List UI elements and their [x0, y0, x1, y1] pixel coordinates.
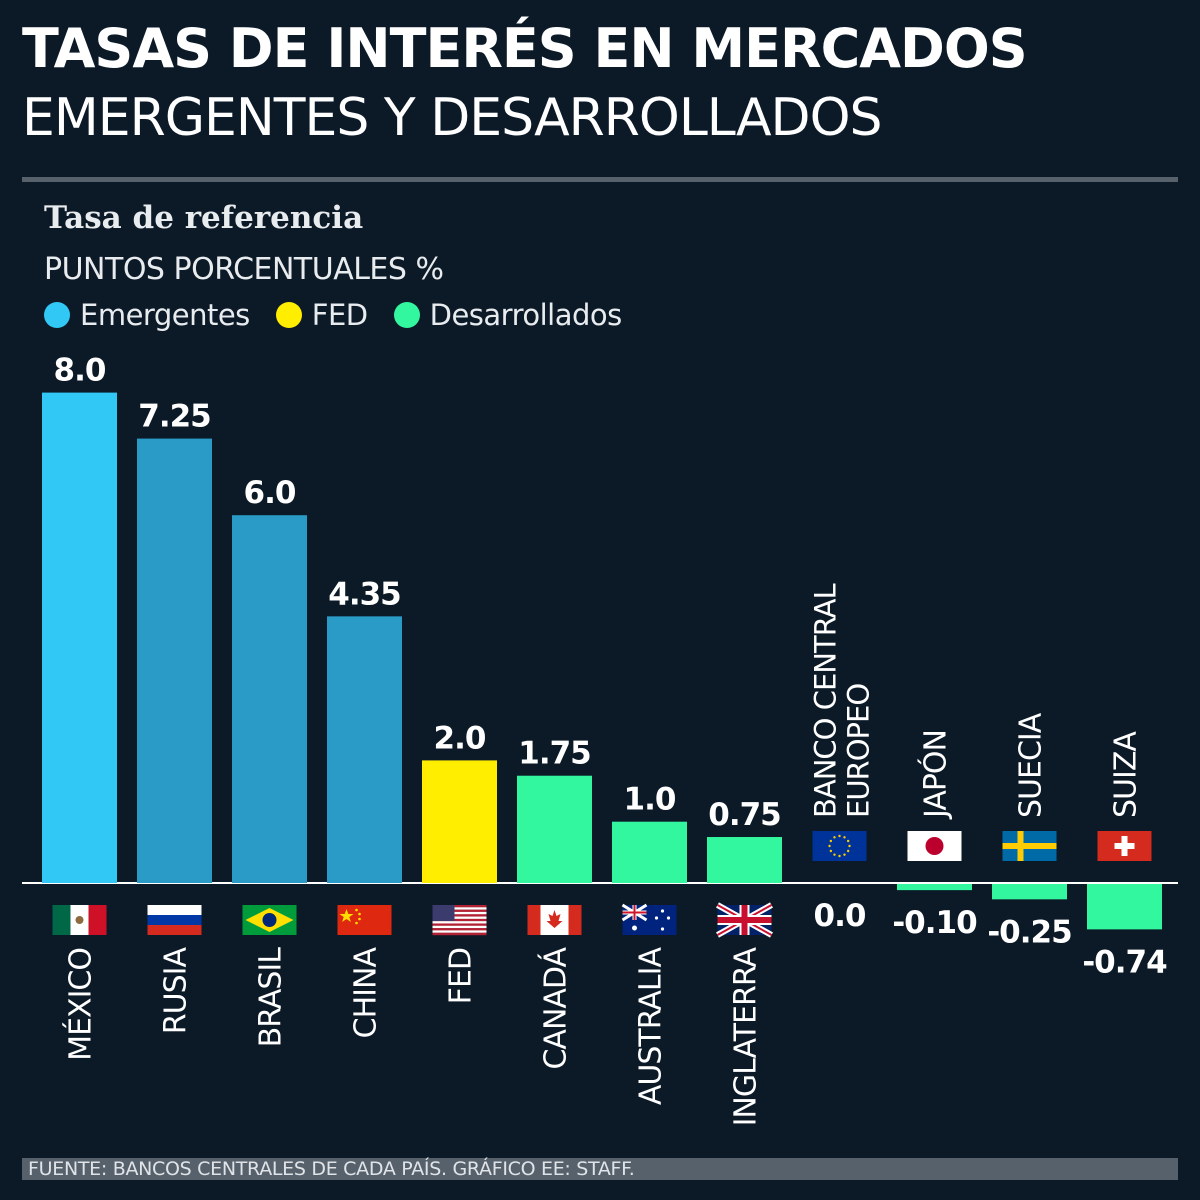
- legend-label-emergentes: Emergentes: [80, 298, 250, 332]
- category-label-china: CHINA: [349, 947, 384, 1039]
- category-label-suecia: SUECIA: [1014, 712, 1049, 818]
- bar-rusia: [137, 438, 212, 883]
- bar-australia: [612, 821, 687, 883]
- legend-dot-desarrollados: [393, 302, 420, 328]
- value-label-mexico: 8.0: [54, 353, 106, 389]
- bar-suecia: [992, 884, 1067, 900]
- value-label-brasil: 6.0: [244, 475, 296, 511]
- category-label-mexico: MÉXICO: [63, 948, 99, 1061]
- legend-item-desarrollados: Desarrollados: [393, 298, 623, 332]
- title-line-1: TASAS DE INTERÉS EN MERCADOS: [22, 17, 1028, 80]
- value-label-inglaterra: 0.75: [708, 797, 781, 833]
- footer-bar: FUENTE: BANCOS CENTRALES DE CADA PAÍS. G…: [22, 1158, 1178, 1180]
- legend-label-fed: FED: [311, 298, 368, 332]
- value-label-suecia: -0.25: [987, 914, 1071, 950]
- value-label-canada: 1.75: [518, 736, 591, 772]
- category-label-australia: AUSTRALIA: [634, 947, 669, 1106]
- mexico-flag-icon: [52, 905, 107, 935]
- bar-suiza: [1087, 884, 1162, 930]
- chart-subtitle: Tasa de referencia: [44, 200, 364, 236]
- category-label-canada: CANADÁ: [538, 947, 574, 1070]
- usa-flag-icon: [432, 905, 487, 936]
- bar-mexico: [42, 392, 117, 883]
- category-label-suiza: SUIZA: [1109, 731, 1144, 818]
- brazil-flag-icon: [242, 905, 297, 935]
- canada-flag-icon: [527, 905, 582, 935]
- value-label-australia: 1.0: [624, 782, 676, 818]
- category-label-inglaterra: INGLATERRA: [729, 947, 764, 1127]
- switzerland-flag-icon: [1097, 831, 1152, 861]
- category-label-japon: JAPÓN: [917, 730, 954, 820]
- bar-fed: [422, 760, 497, 883]
- value-label-japon: -0.10: [892, 905, 977, 941]
- category-label-rusia: RUSIA: [159, 947, 194, 1035]
- category-label-brasil: BRASIL: [254, 947, 289, 1048]
- bar-chart: 8.0 7.25 6.0 4.35 2.0 1.75 1.0 0.75 0.0 -0.10 -0.2…: [22, 353, 1178, 1127]
- russia-flag-icon: [147, 905, 202, 935]
- source-note: FUENTE: BANCOS CENTRALES DE CADA PAÍS. G…: [28, 1158, 635, 1180]
- legend-item-emergentes: Emergentes: [44, 298, 250, 332]
- value-label-banco-central-europeo: 0.0: [814, 898, 866, 934]
- legend: Emergentes FED Desarrollados: [44, 297, 648, 333]
- australia-flag-icon: [621, 903, 677, 935]
- value-label-china: 4.35: [328, 576, 401, 612]
- legend-dot-fed: [275, 302, 302, 328]
- eu-flag-icon: [812, 831, 867, 861]
- sweden-flag-icon: [1002, 831, 1057, 861]
- china-flag-icon: [337, 905, 392, 935]
- value-label-rusia: 7.25: [138, 399, 211, 435]
- title-divider: [22, 177, 1178, 182]
- legend-label-desarrollados: Desarrollados: [429, 298, 623, 332]
- uk-flag-icon: [716, 902, 773, 938]
- bar-brasil: [232, 515, 307, 883]
- units-label: PUNTOS PORCENTUALES %: [44, 252, 444, 287]
- value-label-fed: 2.0: [434, 720, 486, 756]
- bar-japon: [897, 884, 972, 891]
- bar-china: [327, 616, 402, 883]
- category-label-fed: FED: [444, 948, 479, 1004]
- title-line-2: EMERGENTES Y DESARROLLADOS: [22, 88, 883, 148]
- legend-dot-emergentes: [44, 302, 70, 328]
- category-label-banco-central-europeo: BANCO CENTRALEUROPEO: [809, 583, 876, 818]
- value-label-suiza: -0.74: [1082, 944, 1167, 980]
- bar-canada: [517, 775, 592, 883]
- bar-inglaterra: [707, 837, 782, 883]
- legend-item-fed: FED: [275, 298, 368, 332]
- japan-flag-icon: [907, 831, 962, 861]
